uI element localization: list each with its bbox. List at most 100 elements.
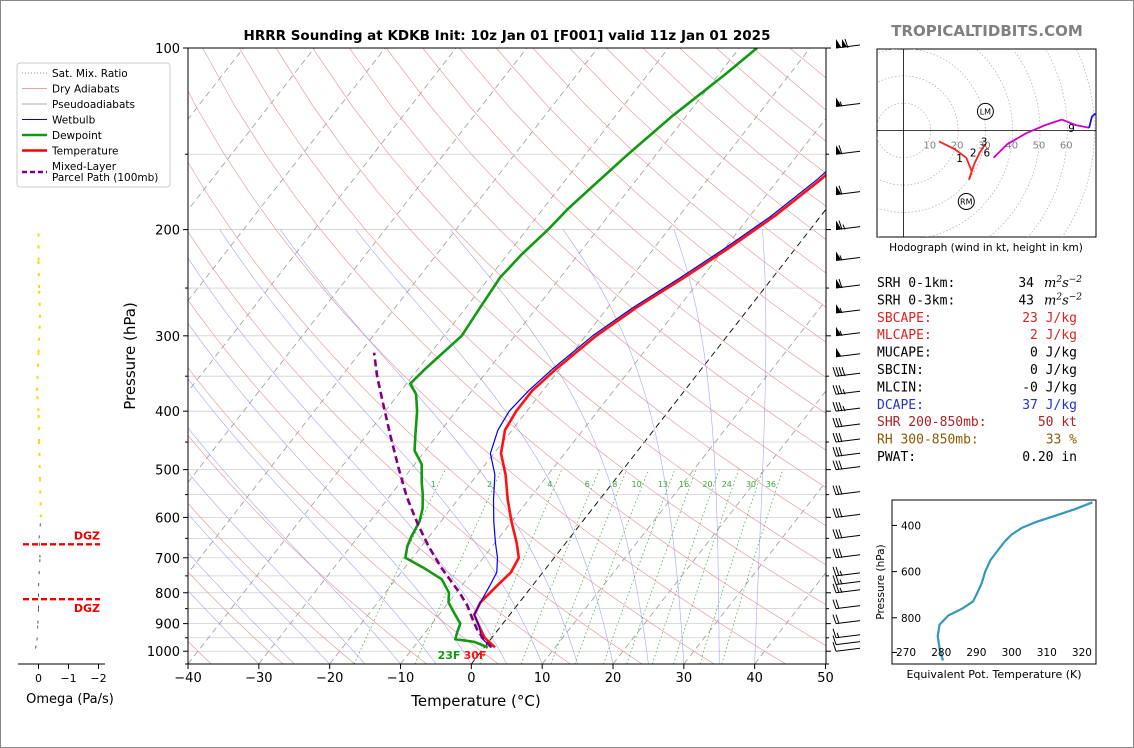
- barb-flag: [838, 508, 843, 518]
- hodograph-ring-label: 40: [1005, 141, 1018, 152]
- y-tick-label: 700: [155, 552, 180, 567]
- storm-motion-label: LM: [980, 107, 991, 116]
- index-value: 50 kt: [1038, 415, 1077, 430]
- barb-half-flag: [839, 587, 843, 593]
- theta-e-xlabel: Equivalent Pot. Temperature (K): [906, 668, 1081, 681]
- skewt-series: [372, 48, 826, 649]
- omega-panel: Omega (Pa/s) 0 −1 −2 DGZ DGZ: [18, 229, 114, 707]
- barb-flag: [838, 417, 843, 428]
- legend-label: Dewpoint: [52, 130, 102, 142]
- skewt-background-lines: 1 2 4 6 8 10 13 16 20 24 30 36: [188, 48, 826, 664]
- dry-adiabat: [238, 48, 826, 606]
- dry-adiabat: [312, 48, 826, 527]
- barb-flag: [838, 529, 843, 539]
- y-tick-label: 800: [155, 587, 180, 602]
- wind-barb: [835, 97, 861, 107]
- hodograph-segment-9-km: [1088, 113, 1096, 129]
- index-value: 0 J/kg: [1030, 363, 1077, 378]
- index-value: 2 J/kg: [1030, 328, 1077, 343]
- barb-flag: [832, 460, 837, 470]
- wind-barb: [832, 447, 861, 457]
- surface-dewpoint-label: 23F: [438, 649, 461, 662]
- barb-flag: [832, 635, 837, 645]
- y-tick-label: 200: [155, 224, 180, 239]
- pseudoadiabat: [562, 229, 685, 664]
- barb-staff: [835, 191, 861, 196]
- barb-staff: [835, 150, 861, 155]
- barb-flag: [835, 367, 840, 377]
- index-unit: m2s−2: [1044, 292, 1082, 308]
- mixing-ratio-label: 8: [612, 480, 617, 489]
- wind-barb: [835, 251, 861, 261]
- mixing-ratio-label: 24: [722, 480, 732, 489]
- barb-flag: [832, 402, 837, 412]
- index-label: MLCIN:: [877, 380, 924, 395]
- dry-adiabat: [188, 90, 786, 664]
- barb-flag: [835, 402, 840, 412]
- omega-profile: [36, 352, 40, 391]
- mixing-ratio-line: [480, 469, 563, 664]
- wind-barb: [832, 548, 861, 559]
- barb-flag: [835, 599, 840, 609]
- series-dewpoint: [404, 48, 758, 649]
- barb-pennant: [836, 326, 841, 336]
- mixing-ratio-label: 30: [746, 480, 756, 489]
- pseudoadiabat: [355, 229, 614, 664]
- dry-adiabat: [202, 48, 826, 647]
- legend-label: Sat. Mix. Ratio: [52, 68, 128, 80]
- series-mixed-layer-parcel-path-100mb: [372, 352, 493, 649]
- barb-staff: [835, 423, 861, 428]
- x-tick-label: −40: [174, 671, 201, 686]
- dry-adiabat: [422, 48, 826, 414]
- barb-flag: [835, 614, 840, 624]
- theta-e-y-tick-label: 600: [901, 567, 921, 579]
- barb-staff: [835, 102, 861, 107]
- y-tick-label: 300: [155, 330, 180, 345]
- index-label: SHR 200-850mb:: [877, 415, 987, 430]
- barb-flag: [835, 385, 840, 395]
- isotherm-line: [188, 48, 598, 574]
- hodograph-height-label: 6: [984, 147, 991, 159]
- barb-flag: [832, 628, 837, 638]
- barb-flag: [838, 485, 843, 495]
- mixing-ratio-label: 4: [547, 480, 552, 489]
- omega-profile: [37, 411, 41, 443]
- pseudoadiabat: [188, 378, 437, 664]
- wind-barb: [832, 508, 861, 518]
- pseudoadiabat: [188, 590, 260, 664]
- barb-flag: [838, 460, 843, 470]
- storm-motion-label: RM: [960, 197, 973, 206]
- wind-barb: [835, 347, 861, 358]
- skewt-chart: HRRR Sounding at KDKB Init: 10z Jan 01 […: [121, 28, 861, 710]
- index-label: DCAPE:: [877, 398, 924, 413]
- barb-flag: [835, 485, 840, 495]
- barb-flag: [835, 583, 840, 593]
- dry-adiabat: [532, 48, 826, 308]
- omega-profile: [35, 640, 38, 649]
- wind-barb: [832, 575, 861, 585]
- barb-flag: [841, 367, 846, 377]
- index-value: 43: [1018, 293, 1034, 308]
- pseudoadiabat: [280, 229, 578, 664]
- barb-staff: [835, 589, 861, 594]
- hodograph-ring-label: 60: [1060, 141, 1073, 152]
- barb-pennant: [836, 145, 841, 155]
- pseudoadiabat: [188, 513, 330, 664]
- barb-staff: [835, 390, 861, 395]
- index-value: 0.20 in: [1022, 450, 1077, 465]
- isotherm-line: [612, 390, 826, 664]
- barb-flag: [832, 385, 837, 395]
- index-label: SRH 0-3km:: [877, 293, 955, 308]
- dry-adiabat: [188, 161, 715, 664]
- barb-staff: [835, 407, 861, 412]
- barb-pennant: [836, 347, 841, 357]
- theta-e-x-tick-label: 290: [966, 647, 986, 659]
- hodograph-ring-label: 50: [1033, 141, 1046, 152]
- x-tick-label: 30: [676, 671, 693, 686]
- barb-flag: [835, 529, 840, 539]
- isotherm-line: [188, 48, 315, 211]
- hodograph-ring-label: 10: [923, 141, 936, 152]
- omega-xlabel: Omega (Pa/s): [26, 692, 114, 707]
- barb-half-flag: [842, 405, 846, 412]
